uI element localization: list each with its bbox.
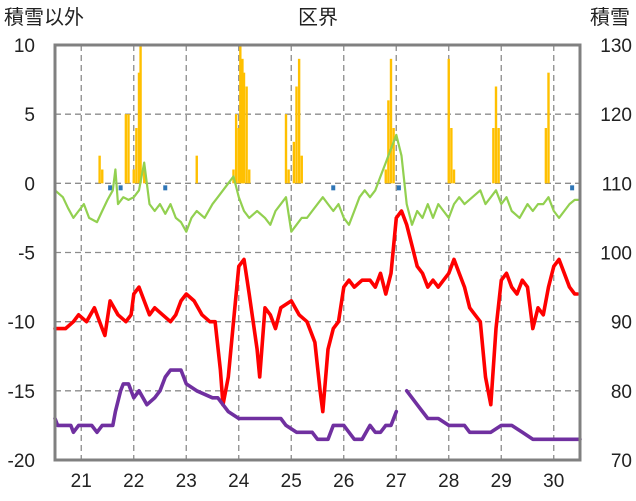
y-right-tick-label: 70 bbox=[611, 451, 632, 472]
green-series-line bbox=[53, 133, 582, 233]
grid bbox=[55, 45, 580, 460]
red-series-line bbox=[53, 209, 580, 414]
precip-bar bbox=[384, 169, 387, 184]
precip-bar bbox=[237, 128, 240, 184]
y-right-tick-label: 90 bbox=[611, 313, 632, 334]
y-left-tick-label: -15 bbox=[8, 382, 35, 403]
x-tick-label: 28 bbox=[438, 471, 459, 492]
x-tick-label: 27 bbox=[386, 471, 407, 492]
precip-bar bbox=[292, 141, 296, 184]
y-right-tick-label: 110 bbox=[602, 174, 632, 195]
precip-bar bbox=[242, 72, 246, 184]
y-right-axis-label: 積雪 bbox=[590, 5, 630, 29]
precip-bar bbox=[447, 58, 450, 184]
snowfall-mark bbox=[396, 185, 401, 191]
x-tick-label: 25 bbox=[281, 471, 302, 492]
x-tick-label: 30 bbox=[543, 471, 564, 492]
precip-bar bbox=[101, 169, 104, 184]
y-right-axis-ticks: 130 120 110 100 90 80 70 bbox=[600, 36, 632, 472]
precip-bar bbox=[241, 58, 244, 184]
precip-bar bbox=[295, 86, 298, 184]
chart-title: 区界 bbox=[298, 5, 338, 29]
precip-bar bbox=[544, 128, 548, 184]
snowfall-mark bbox=[118, 185, 123, 191]
y-left-axis-label: 積雪以外 bbox=[4, 5, 84, 29]
precip-bar bbox=[287, 169, 290, 184]
precip-bar bbox=[135, 128, 138, 184]
precip-bar bbox=[452, 169, 456, 184]
data-series bbox=[53, 133, 582, 442]
x-tick-label: 23 bbox=[176, 471, 197, 492]
precip-bar bbox=[139, 45, 142, 184]
precip-bar bbox=[387, 100, 390, 184]
precip-bar bbox=[195, 155, 198, 184]
precip-bar bbox=[297, 58, 301, 184]
x-axis-ticks: 21 22 23 24 25 26 27 28 29 30 bbox=[71, 471, 565, 492]
precip-bar bbox=[248, 169, 251, 184]
x-tick-label: 26 bbox=[333, 471, 354, 492]
precip-bar bbox=[234, 114, 238, 184]
precip-bar bbox=[124, 114, 128, 184]
precip-bar bbox=[98, 155, 101, 184]
precip-bars bbox=[98, 45, 550, 184]
precip-bar bbox=[132, 169, 135, 184]
x-tick-label: 21 bbox=[71, 471, 92, 492]
precip-bar bbox=[547, 72, 550, 184]
precip-bar bbox=[239, 45, 242, 184]
precip-bar bbox=[127, 114, 130, 184]
y-left-tick-label: -20 bbox=[8, 451, 35, 472]
precip-bar bbox=[450, 128, 453, 184]
precip-bar bbox=[137, 72, 141, 184]
snowfall-mark bbox=[108, 185, 113, 191]
x-tick-label: 22 bbox=[123, 471, 144, 492]
y-right-tick-label: 100 bbox=[600, 244, 632, 265]
precip-bar bbox=[492, 128, 495, 184]
y-right-tick-label: 130 bbox=[600, 36, 632, 57]
snowfall-mark bbox=[163, 185, 168, 191]
y-left-tick-label: -5 bbox=[18, 244, 35, 265]
x-tick-label: 29 bbox=[491, 471, 512, 492]
precip-bar bbox=[300, 155, 303, 184]
x-tick-label: 24 bbox=[228, 471, 250, 492]
y-left-axis-ticks: 10 5 0 -5 -10 -15 -20 bbox=[8, 36, 35, 472]
y-right-tick-label: 80 bbox=[611, 382, 632, 403]
purple-series-line bbox=[404, 388, 582, 442]
y-left-tick-label: -10 bbox=[8, 313, 35, 334]
precip-bar bbox=[392, 128, 395, 184]
y-left-tick-label: 0 bbox=[24, 174, 35, 195]
plot-frame bbox=[53, 43, 582, 462]
precip-bar bbox=[494, 86, 498, 184]
precip-bar bbox=[497, 128, 500, 184]
precip-bar bbox=[245, 86, 248, 184]
y-left-tick-label: 10 bbox=[14, 36, 35, 57]
precip-bar bbox=[284, 114, 288, 184]
precip-bar bbox=[389, 58, 393, 184]
precip-bar bbox=[143, 169, 146, 184]
y-right-tick-label: 120 bbox=[600, 105, 632, 126]
snowfall-marks bbox=[108, 185, 575, 191]
y-left-tick-label: 5 bbox=[24, 105, 35, 126]
purple-series-line bbox=[53, 368, 399, 442]
snowfall-mark bbox=[331, 185, 336, 191]
snowfall-mark bbox=[570, 185, 575, 191]
